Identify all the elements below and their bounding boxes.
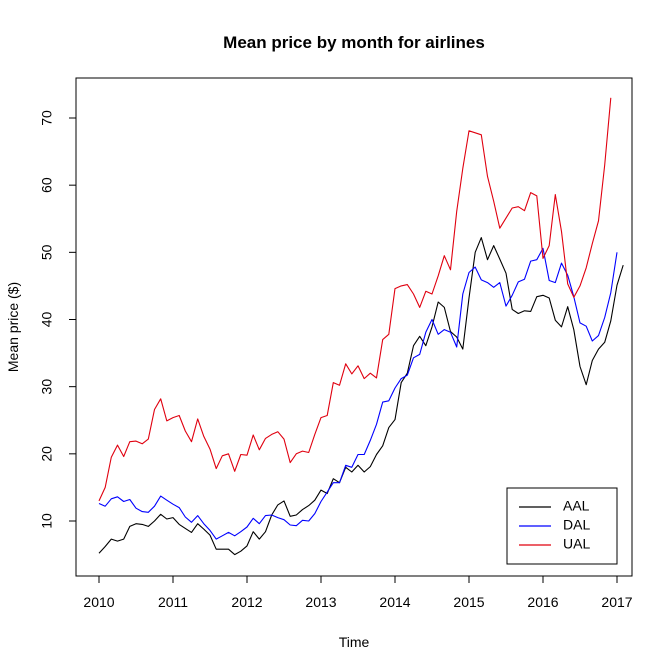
legend: AAL DAL UAL: [506, 487, 618, 565]
series-line-ual: [98, 97, 612, 502]
y-axis: 10 20 30 40 50 60 70: [39, 110, 77, 529]
y-tick-label: 60: [39, 177, 55, 193]
y-tick-label: 40: [39, 312, 55, 328]
x-tick-label: 2014: [379, 594, 410, 610]
x-tick-label: 2016: [527, 594, 558, 610]
y-axis-label: Mean price ($): [5, 282, 21, 372]
x-tick-label: 2017: [601, 594, 632, 610]
x-axis: 2010 2011 2012 2013 2014 2015 2016 2017: [83, 575, 633, 610]
legend-label-dal: DAL: [563, 517, 590, 533]
y-tick-label: 70: [39, 110, 55, 126]
series-line-dal: [98, 247, 618, 540]
legend-label-aal: AAL: [563, 498, 590, 514]
y-tick-label: 50: [39, 244, 55, 260]
y-tick-label: 20: [39, 446, 55, 462]
x-tick-label: 2012: [231, 594, 262, 610]
x-tick-label: 2013: [305, 594, 336, 610]
x-tick-label: 2010: [83, 594, 114, 610]
chart-title: Mean price by month for airlines: [223, 33, 485, 52]
legend-label-ual: UAL: [563, 536, 590, 552]
y-tick-label: 10: [39, 513, 55, 529]
x-tick-label: 2011: [158, 594, 188, 610]
series-line-aal: [98, 237, 624, 556]
x-axis-label: Time: [339, 634, 370, 650]
y-tick-label: 30: [39, 379, 55, 395]
series-layer: [98, 97, 624, 556]
x-tick-label: 2015: [453, 594, 484, 610]
